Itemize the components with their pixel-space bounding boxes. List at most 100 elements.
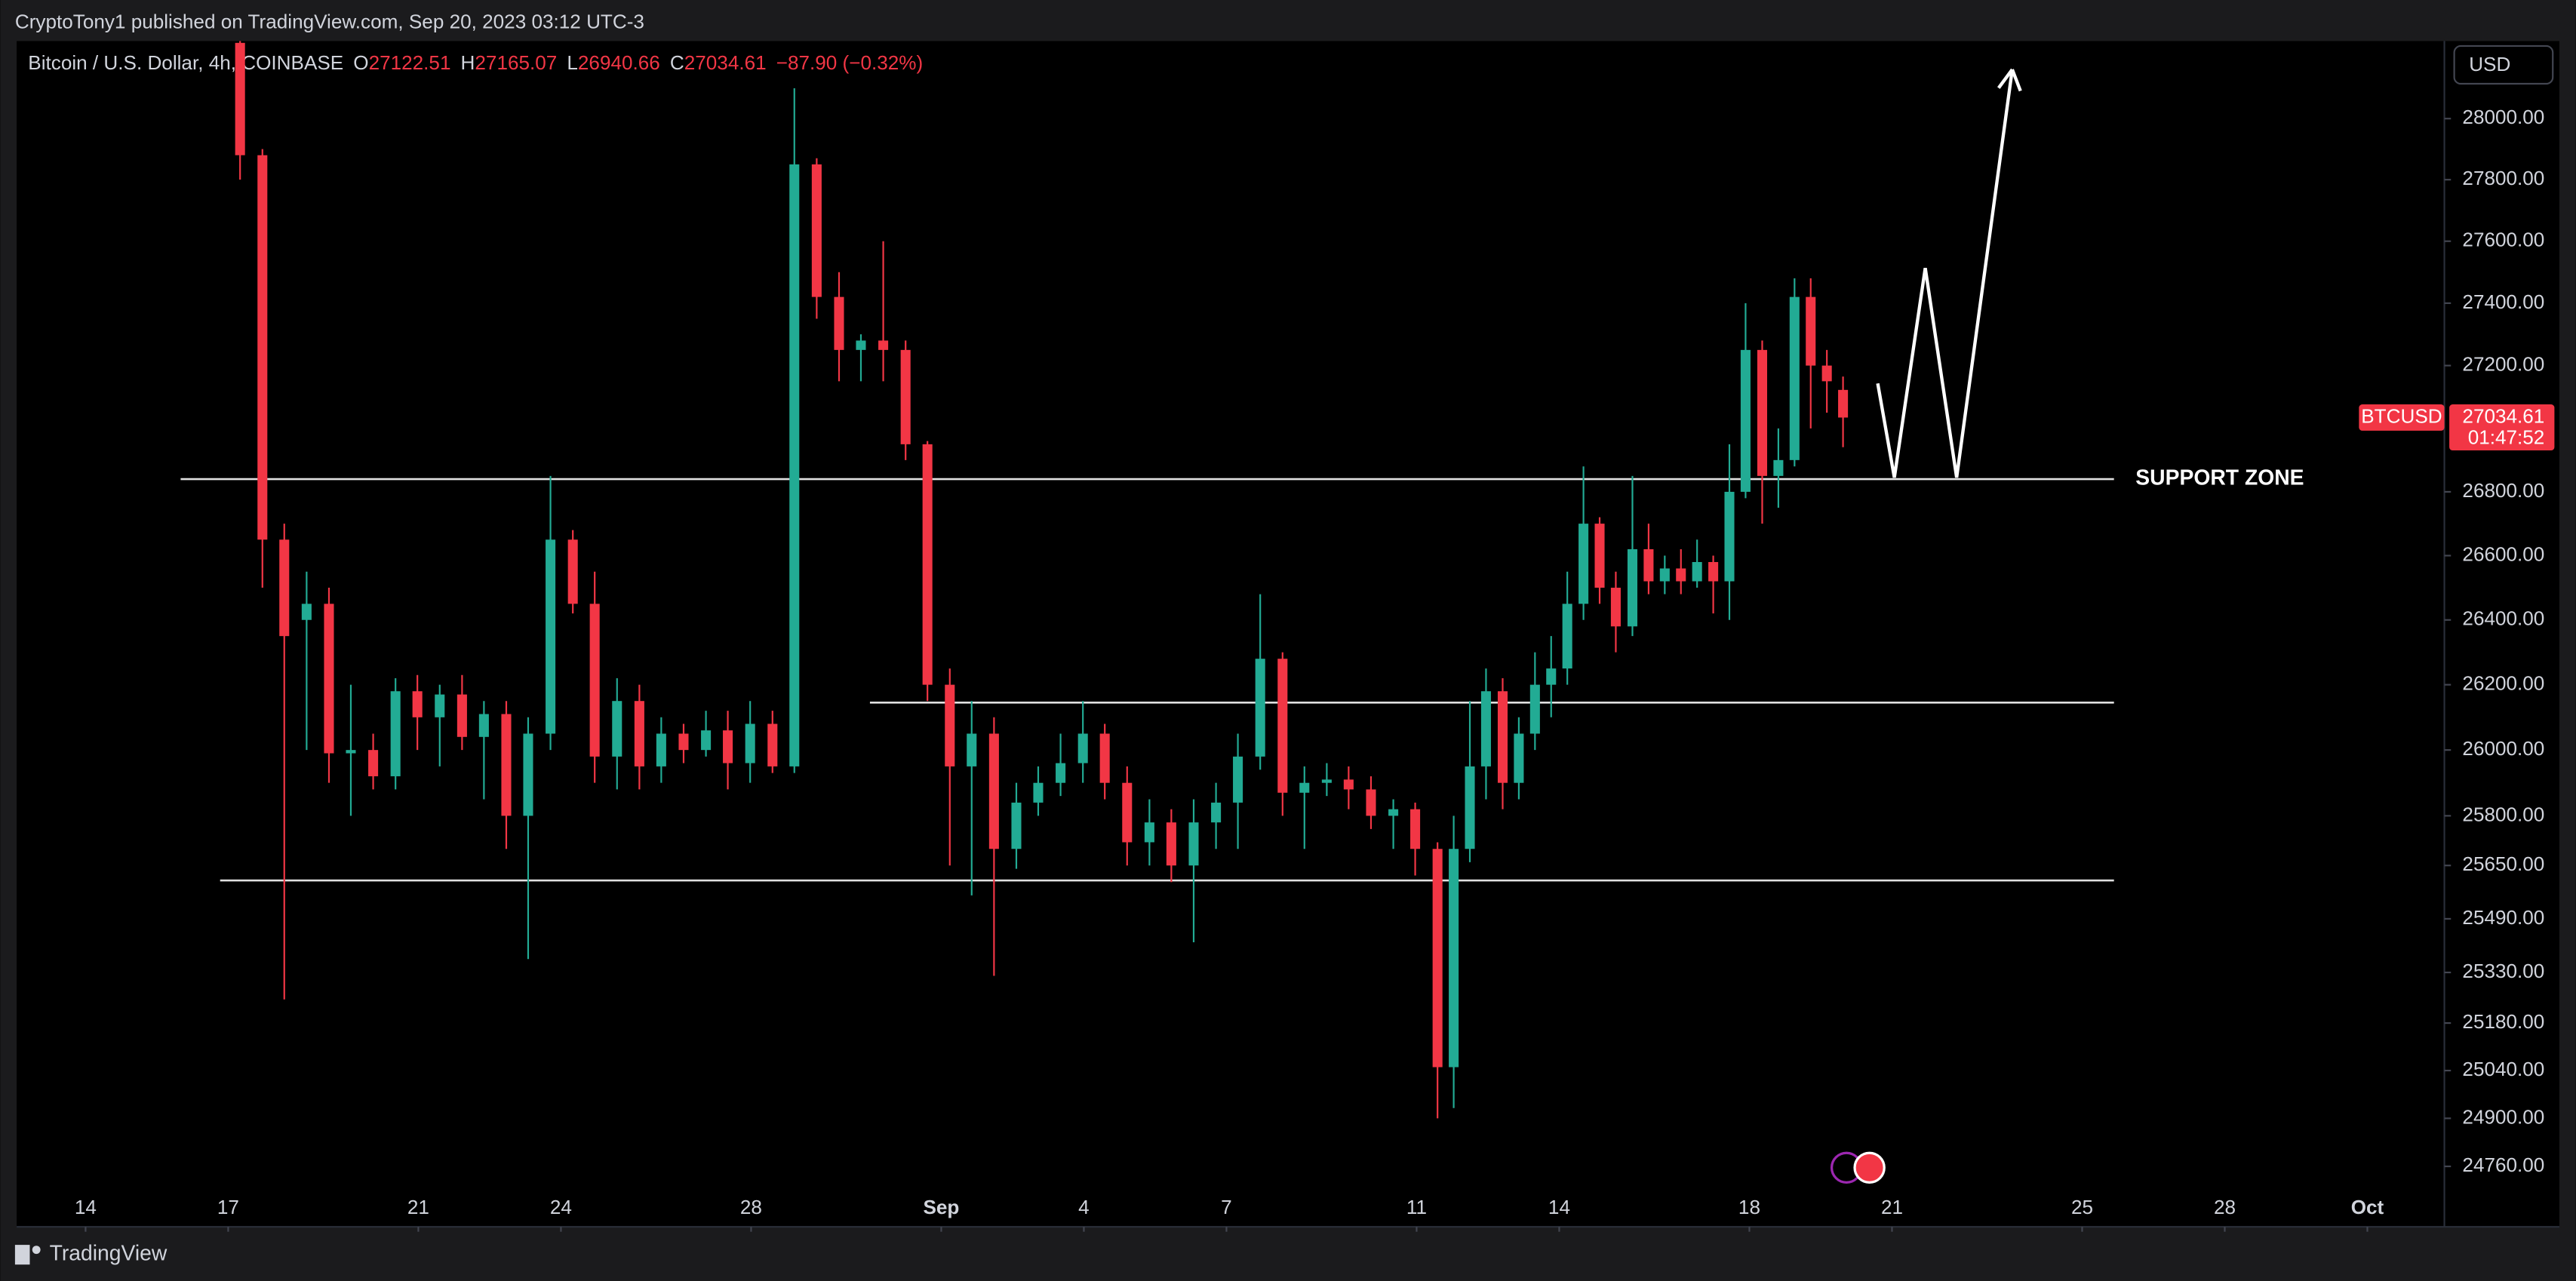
chart-area xyxy=(17,41,2559,1227)
candle-body xyxy=(1578,524,1589,604)
x-tick-label: 7 xyxy=(1221,1196,1232,1218)
candle-body xyxy=(1056,763,1066,783)
candle-body xyxy=(1122,782,1133,843)
candle-body xyxy=(1562,604,1572,669)
ohlc-value: 27122.51 xyxy=(369,51,451,74)
candle-body xyxy=(1277,659,1288,793)
ohlc-letter: C xyxy=(670,51,684,74)
candle-body xyxy=(390,691,401,776)
candle-body xyxy=(1410,809,1421,849)
candle-body xyxy=(1388,809,1399,816)
x-tick-label: 18 xyxy=(1738,1196,1760,1218)
candle-body xyxy=(1773,459,1784,476)
projection-path xyxy=(1876,69,2015,478)
ohlc-value: 27165.07 xyxy=(475,51,557,74)
x-tick-label: 11 xyxy=(1406,1196,1427,1218)
brand-logo xyxy=(32,1246,41,1255)
candle-body xyxy=(546,539,556,734)
y-tick-label: 25330.00 xyxy=(2462,960,2544,982)
candle-body xyxy=(1480,691,1491,766)
candle-body xyxy=(656,733,666,766)
candle-body xyxy=(1514,733,1524,783)
x-tick-label: 24 xyxy=(550,1196,572,1218)
candle-body xyxy=(1321,779,1332,783)
y-tick-label: 27200.00 xyxy=(2462,352,2544,375)
symbol-tag-label: BTCUSD xyxy=(2361,404,2442,427)
x-tick-label: 14 xyxy=(75,1196,97,1218)
y-tick-label: 25180.00 xyxy=(2462,1010,2544,1033)
candle-body xyxy=(612,701,622,757)
projection-arrowhead xyxy=(1997,68,2014,89)
x-tick-label: Oct xyxy=(2351,1196,2384,1218)
y-tick-label: 26000.00 xyxy=(2462,737,2544,760)
candle-body xyxy=(811,164,822,297)
candle-body xyxy=(1724,491,1735,582)
candle-body xyxy=(945,684,955,766)
y-tick-label: 27400.00 xyxy=(2462,290,2544,313)
candle-body xyxy=(1546,668,1557,685)
candle-body xyxy=(1343,779,1354,790)
candle-body xyxy=(478,714,489,737)
symbol-header: Bitcoin / U.S. Dollar, 4h, COINBASE O2712… xyxy=(28,51,923,74)
y-tick-label: 26400.00 xyxy=(2462,607,2544,630)
y-tick-label: 26600.00 xyxy=(2462,542,2544,565)
candle-body xyxy=(1449,849,1459,1068)
x-tick-label: 17 xyxy=(217,1196,239,1218)
currency-button[interactable] xyxy=(2453,45,2554,85)
candle-body xyxy=(834,296,844,350)
candle-body xyxy=(967,733,977,766)
candle-body xyxy=(1708,561,1719,582)
candle-body xyxy=(1432,849,1443,1068)
candle-body xyxy=(1166,822,1176,866)
y-tick-label: 26800.00 xyxy=(2462,479,2544,502)
candle-body xyxy=(1627,549,1638,627)
candle-body xyxy=(1033,782,1044,803)
currency-label[interactable]: USD xyxy=(2469,53,2510,75)
candle-body xyxy=(456,694,467,737)
candle-body xyxy=(257,155,268,540)
last-price-label: 27034.61 xyxy=(2462,404,2544,427)
candle-body xyxy=(1789,296,1800,460)
y-tick-label: 27800.00 xyxy=(2462,167,2544,189)
candle-body xyxy=(567,539,578,604)
candle-body xyxy=(368,750,379,776)
candle-body xyxy=(279,539,290,637)
candle-body xyxy=(1144,822,1154,843)
x-tick-label: 4 xyxy=(1078,1196,1090,1218)
countdown-label: 01:47:52 xyxy=(2468,426,2545,449)
candle-body xyxy=(346,750,356,754)
candle-body xyxy=(634,701,644,766)
x-tick-label: 28 xyxy=(2214,1196,2236,1218)
ohlc-letter: H xyxy=(461,51,475,74)
symbol-tag xyxy=(2359,404,2445,431)
event-icon[interactable] xyxy=(1853,1151,1886,1184)
candle-body xyxy=(745,723,755,763)
y-tick-label: 26200.00 xyxy=(2462,672,2544,695)
candle-body xyxy=(589,604,600,757)
candle-body xyxy=(1011,802,1022,849)
candle-body xyxy=(678,733,689,751)
candle-body xyxy=(1659,568,1670,582)
y-tick-label: 28000.00 xyxy=(2462,106,2544,128)
y-tick-label: 25040.00 xyxy=(2462,1058,2544,1080)
candle-body xyxy=(1255,659,1265,757)
publish-header: CryptoTony1 published on TradingView.com… xyxy=(15,10,644,32)
event-icons[interactable] xyxy=(1830,1151,1886,1184)
candle-body xyxy=(1594,524,1605,588)
symbol-title: Bitcoin / U.S. Dollar, 4h, COINBASE xyxy=(28,51,343,74)
candle-body xyxy=(1757,349,1768,476)
candle-body xyxy=(1188,822,1199,866)
candle-body xyxy=(1497,691,1508,783)
y-tick-label: 24760.00 xyxy=(2462,1154,2544,1176)
candle-body xyxy=(1643,549,1654,582)
brand: TradingView xyxy=(14,1241,168,1265)
last-price-tag xyxy=(2449,404,2555,451)
x-tick-label: Sep xyxy=(923,1196,959,1218)
candle-body xyxy=(1838,389,1849,418)
candle-body xyxy=(1610,588,1621,627)
candle-body xyxy=(1465,766,1475,849)
projection-arrowhead xyxy=(2010,69,2022,92)
candle-body xyxy=(1676,568,1686,582)
candle-body xyxy=(723,730,733,763)
